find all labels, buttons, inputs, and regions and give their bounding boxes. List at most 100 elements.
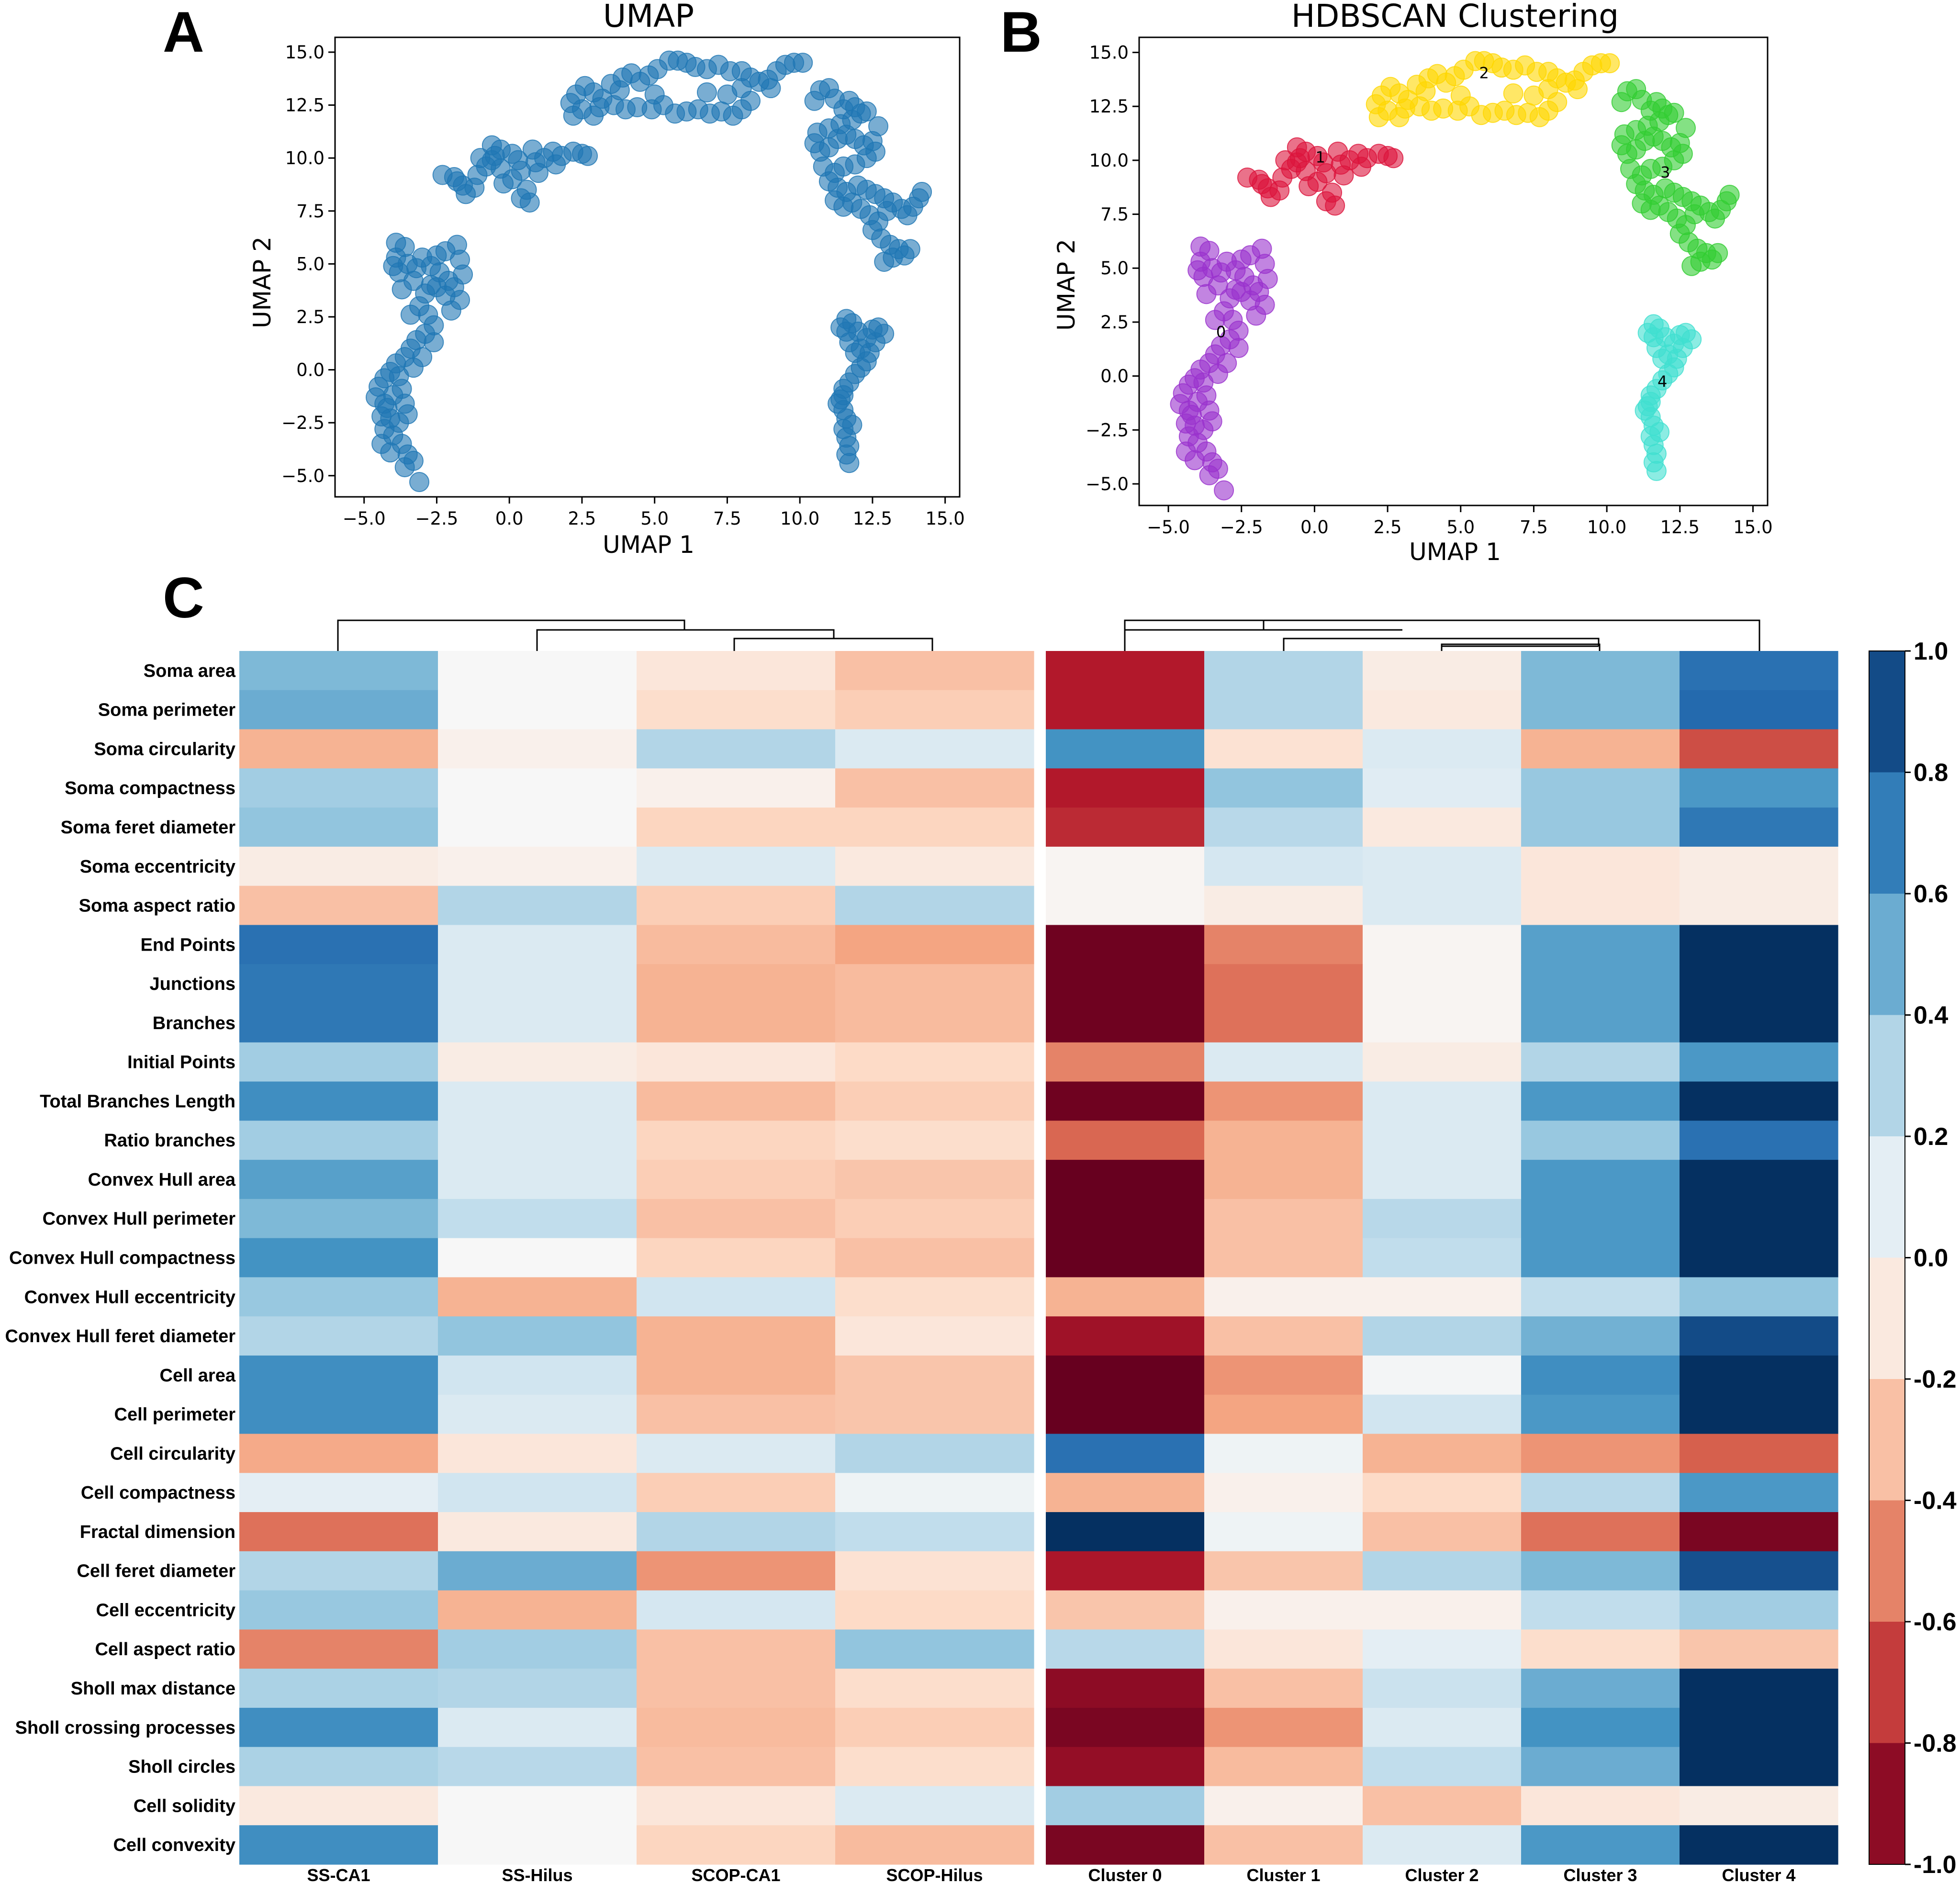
heatmap-cell <box>835 1669 1034 1708</box>
heatmap-cell <box>1521 846 1680 886</box>
heatmap-cell <box>1363 1629 1522 1669</box>
heatmap-cell <box>239 1238 438 1278</box>
heatmap-cell <box>1521 1629 1680 1669</box>
umap-point <box>761 78 781 99</box>
heatmap-cell <box>1204 925 1363 964</box>
hdbscan-point <box>1252 174 1272 194</box>
hdbscan-point <box>1632 193 1652 214</box>
heatmap-cell <box>438 1042 637 1082</box>
heatmap-cell <box>1521 1316 1680 1356</box>
heatmap-cell <box>1363 1081 1522 1121</box>
cluster-label: 0 <box>1216 323 1226 341</box>
heatmap-cell <box>637 1473 836 1513</box>
heatmap-cell <box>438 1003 637 1043</box>
heatmap-cell <box>239 1434 438 1473</box>
hdbscan-point <box>1228 337 1249 358</box>
hdbscan-x-tick-label: 2.5 <box>1374 517 1402 538</box>
hdbscan-y-tick-label: 0.0 <box>1100 366 1129 387</box>
heatmap-cell <box>438 1473 637 1513</box>
hdbscan-x-tick-label: 15.0 <box>1733 517 1772 538</box>
heatmap-cell <box>1046 1786 1205 1826</box>
heatmap-cell <box>835 1786 1034 1826</box>
umap-point <box>522 139 543 160</box>
heatmap-cell <box>835 1277 1034 1317</box>
heatmap-cell <box>1521 1003 1680 1043</box>
umap-y-tick-label: 10.0 <box>285 148 325 168</box>
heatmap-row-label: Cell solidity <box>134 1796 235 1816</box>
heatmap-cell <box>835 925 1034 964</box>
heatmap-cell <box>1363 1590 1522 1630</box>
heatmap-cell <box>438 1277 637 1317</box>
heatmap-cell <box>1680 846 1838 886</box>
umap-point <box>429 262 450 283</box>
heatmap-cell <box>835 1081 1034 1121</box>
heatmap-row-label: Soma circularity <box>94 739 235 759</box>
heatmap-cell <box>1521 925 1680 964</box>
cluster-label: 4 <box>1658 372 1667 391</box>
heatmap-cell <box>1680 1825 1838 1865</box>
heatmap-cell <box>1046 1081 1205 1121</box>
hdbscan-point <box>1523 85 1544 106</box>
hdbscan-point <box>1181 404 1202 425</box>
heatmap-cell <box>239 1473 438 1513</box>
hdbscan-point <box>1450 85 1471 106</box>
heatmap-row-label: Cell feret diameter <box>77 1561 235 1581</box>
hdbscan-x-tick-label: 7.5 <box>1520 517 1548 538</box>
heatmap-cell <box>1204 1707 1363 1748</box>
heatmap-cell <box>1046 1042 1205 1082</box>
heatmap-cell <box>835 1355 1034 1395</box>
heatmap-cell <box>438 1551 637 1591</box>
heatmap-cell <box>1363 1434 1522 1473</box>
heatmap-cell <box>1204 690 1363 730</box>
heatmap-cell <box>1521 964 1680 1004</box>
heatmap-row-label: Soma perimeter <box>98 700 235 720</box>
umap-ticks: −5.0 −2.5 0.0 2.5 5.0 7.5 10.0 12.5 15.0 −5.0 −2.5… <box>281 42 965 529</box>
heatmap-cell <box>1680 651 1838 691</box>
heatmap-row-label: Branches <box>153 1013 235 1033</box>
heatmap-cell <box>1363 1825 1522 1865</box>
heatmap-cell <box>1680 1707 1838 1748</box>
heatmap-cell <box>1204 1121 1363 1160</box>
heatmap-right-cells <box>1046 651 1838 1865</box>
colorbar-band <box>1869 1500 1905 1622</box>
heatmap-cell <box>835 1238 1034 1278</box>
umap-point <box>493 173 514 194</box>
hdbscan-point <box>1187 260 1208 280</box>
colorbar-tick-label: 0.0 <box>1914 1245 1948 1272</box>
heatmap-cell <box>637 1512 836 1552</box>
heatmap-column-label: Cluster 2 <box>1405 1865 1478 1884</box>
heatmap-cell <box>1204 1551 1363 1591</box>
heatmap-cell <box>438 886 637 926</box>
heatmap-cell <box>239 1121 438 1160</box>
heatmap-cell <box>1046 1238 1205 1278</box>
heatmap-cell <box>239 1355 438 1395</box>
heatmap-chart: Soma area Soma perimeter Soma circularity S… <box>5 619 1957 1884</box>
umap-y-tick-label: 2.5 <box>296 307 325 327</box>
colorbar-band <box>1869 1136 1905 1258</box>
umap-point <box>912 181 932 202</box>
hdbscan-x-tick-label: 10.0 <box>1587 517 1626 538</box>
heatmap-cell <box>438 768 637 808</box>
heatmap-cell <box>1046 1199 1205 1239</box>
colorbar-tick-label: -0.2 <box>1914 1366 1957 1393</box>
hdbscan-point <box>1275 150 1296 170</box>
hdbscan-y-tick-label: 15.0 <box>1089 43 1129 63</box>
umap-point <box>848 321 868 342</box>
heatmap-cell <box>637 1669 836 1708</box>
heatmap-cell <box>637 1551 836 1591</box>
heatmap-cell <box>1521 1042 1680 1082</box>
heatmap-cell <box>1204 1238 1363 1278</box>
heatmap-cell <box>835 690 1034 730</box>
heatmap-cell <box>239 925 438 964</box>
heatmap-cell <box>239 1512 438 1552</box>
umap-x-tick-label: 2.5 <box>568 508 596 529</box>
hdbscan-point <box>1681 256 1702 276</box>
umap-point <box>609 80 630 101</box>
hdbscan-point <box>1637 323 1658 343</box>
heatmap-cell <box>1680 1003 1838 1043</box>
heatmap-cell <box>1204 1081 1363 1121</box>
colorbar-tick-label: 1.0 <box>1914 638 1948 665</box>
heatmap-cell <box>1204 1590 1363 1630</box>
heatmap-column-label: SS-CA1 <box>307 1865 370 1884</box>
heatmap-cell <box>637 807 836 847</box>
